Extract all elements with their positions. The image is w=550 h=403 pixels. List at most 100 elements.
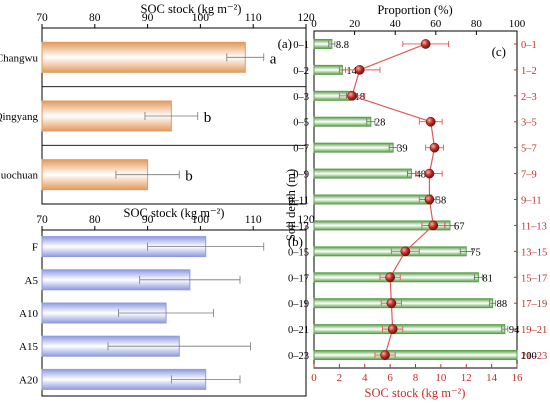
proportion-label: 88 [497,299,508,310]
category-label: F [32,242,38,254]
proportion-bar [313,350,518,361]
proportion-label: 8.8 [336,40,349,51]
interval-label: 1–2 [521,66,537,77]
panel-b-bars: F A5 A10 A15 A20 [19,236,265,390]
x-tick-label: 80 [89,12,101,24]
top-tick-label: 100 [509,18,526,30]
soc-point [347,90,357,101]
panel-a: SOC stock (kg m⁻²) 70 80 90 100 110 120 Chang… [0,2,315,205]
x-tick-label: 110 [245,214,262,226]
soc-point [400,246,411,257]
bottom-tick-label: 14 [486,372,498,384]
x-tick-label: 70 [36,12,48,24]
interval-label: 21–23 [521,351,547,362]
proportion-label: 94 [509,325,520,336]
depth-label: 0–3 [293,92,309,103]
panel-c-soc-line [338,39,449,360]
x-tick-label: 100 [192,12,210,24]
significance-letter: b [185,169,193,185]
bottom-tick-label: 4 [362,372,368,384]
category-label: Qingyang [0,111,38,123]
interval-label: 19–21 [521,325,547,336]
soc-point [354,65,365,75]
interval-label: 7–9 [521,170,537,181]
panel-b-label: (b) [288,234,303,249]
panel-a-title: SOC stock (kg m⁻²) [141,2,242,16]
proportion-bar [313,64,343,75]
proportion-label: 18 [355,92,366,103]
x-tick-label: 100 [192,214,210,226]
proportion-label: 100 [521,351,537,362]
proportion-bar [313,298,494,309]
category-label: A10 [19,308,38,320]
panel-b-axis: 70 80 90 100 110 120 [36,214,315,230]
bottom-tick-label: 6 [387,372,393,384]
interval-label: 11–13 [521,221,547,232]
x-tick-label: 120 [297,214,315,226]
bottom-tick-label: 8 [413,372,419,384]
depth-label: 0–11 [288,196,309,207]
soc-point [425,116,436,127]
soc-point [429,142,440,153]
depth-label: 0–23 [288,351,309,362]
x-tick-label: 70 [36,214,48,226]
bottom-tick-label: 2 [337,372,343,384]
proportion-label: 75 [470,247,481,258]
panel-a-axis: 70 80 90 100 110 120 [36,12,315,28]
proportion-bar [313,116,372,127]
bottom-tick-label: 10 [435,372,447,384]
interval-label: 5–7 [521,144,537,155]
bar [41,41,246,73]
soc-point [424,168,435,179]
x-tick-label: 120 [297,12,315,24]
interval-label: 15–17 [521,273,547,284]
bottom-tick-label: 16 [512,372,524,384]
soc-point [385,272,395,283]
bottom-tick-label: 0 [311,372,317,384]
panel-c: Proportion (%) SOC stock (kg m⁻²) Soil d… [284,3,547,400]
soc-point [424,194,435,205]
soc-point [387,324,398,334]
depth-label: 0–5 [293,118,309,129]
depth-label: 0–19 [288,299,309,310]
x-tick-label: 110 [245,12,262,24]
category-label: Changwu [0,52,38,64]
category-label: A15 [19,341,38,353]
soc-point [428,220,439,231]
proportion-label: 39 [397,144,408,155]
depth-label: 0–15 [288,247,309,258]
depth-label: 0–1 [293,40,309,51]
interval-label: 3–5 [521,118,537,129]
soc-point [380,350,390,360]
x-tick-label: 90 [142,214,154,226]
interval-label: 0–1 [521,40,537,51]
panel-c-ylabel: Soil depth (m) [284,169,298,241]
proportion-bar [313,324,506,335]
depth-label: 0–7 [293,144,309,155]
proportion-label: 28 [375,118,386,129]
proportion-label: 58 [436,196,447,207]
proportion-bar [313,194,433,205]
top-tick-label: 20 [349,18,361,30]
proportion-label: 48 [415,170,426,181]
proportion-label: 14 [346,66,357,77]
depth-label: 0–2 [293,66,309,77]
top-tick-label: 0 [311,18,317,30]
proportion-bar [313,246,467,257]
depth-label: 0–21 [288,325,309,336]
panel-b-title: SOC stock (kg m⁻²) [124,206,225,220]
panel-c-top-label: Proportion (%) [377,3,452,17]
panel-b: SOC stock (kg m⁻²) 70 80 90 100 110 120 F A5 A1… [19,206,315,397]
depth-label: 0–9 [293,170,309,181]
panel-c-bottom-label: SOC stock (kg m⁻²) [365,386,466,400]
category-label: A5 [25,275,39,287]
top-tick-label: 40 [390,18,402,30]
significance-letter: b [204,110,212,126]
interval-label: 2–3 [521,92,537,103]
panel-a-label: (a) [278,36,292,51]
panel-c-label: (c) [492,44,506,59]
proportion-bar [313,142,394,153]
category-label: Luochuan [0,170,38,182]
significance-letter: a [270,51,277,67]
